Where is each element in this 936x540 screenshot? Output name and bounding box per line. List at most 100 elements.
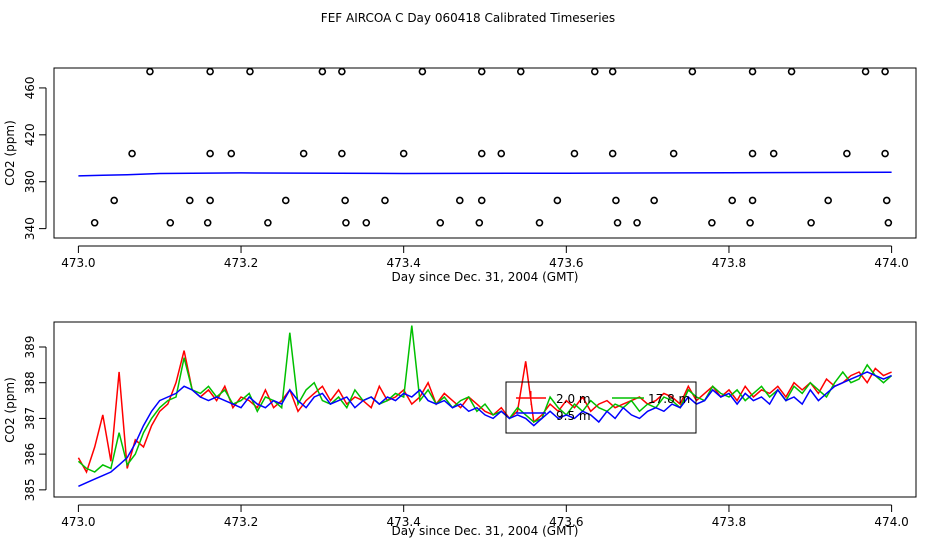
data-point-circle — [708, 218, 716, 227]
data-point-circle — [807, 218, 815, 227]
y-tick-label-bottom: 386 — [23, 443, 37, 466]
series-group-top — [78, 67, 893, 227]
x-tick-label-top: 474.0 — [874, 256, 908, 270]
x-tick-label-bottom: 473.8 — [712, 515, 746, 529]
data-point-circle — [477, 149, 486, 158]
data-point-circle — [612, 196, 620, 205]
x-tick-label-bottom: 473.6 — [549, 515, 583, 529]
legend-label-2m: 2.0 m — [556, 392, 591, 406]
x-tick-label-bottom: 474.0 — [874, 515, 908, 529]
data-point-circle — [590, 67, 599, 76]
data-point-circle — [206, 67, 214, 76]
plot-frame-bottom — [53, 321, 917, 498]
y-tick-label-bottom: 389 — [23, 336, 37, 359]
series-line-17-8-m-bottom — [77, 325, 893, 473]
data-point-circle — [553, 196, 562, 205]
data-point-circle — [338, 67, 346, 76]
y-axis-label-top: CO2 (ppm) — [3, 120, 17, 186]
data-point-circle — [399, 149, 408, 158]
data-point-circle — [535, 218, 544, 227]
data-point-circle — [475, 218, 484, 227]
data-point-circle — [455, 196, 464, 205]
data-point-circle — [882, 196, 891, 205]
data-point-circle — [206, 196, 214, 205]
x-tick-label-bottom: 473.4 — [386, 515, 420, 529]
x-tick-label-bottom: 473.2 — [224, 515, 258, 529]
data-point-circle — [824, 196, 832, 205]
data-point-circle — [477, 67, 486, 76]
y-tick-label-top: 380 — [23, 170, 37, 193]
data-point-circle — [884, 218, 893, 227]
data-point-circle — [227, 149, 236, 158]
y-axis-label-bottom: CO2 (ppm) — [3, 377, 17, 443]
data-point-circle — [608, 67, 617, 76]
data-point-circle — [497, 149, 506, 158]
data-point-circle — [608, 149, 617, 158]
data-point-circle — [650, 196, 658, 205]
data-point-circle — [688, 67, 697, 76]
y-tick-label-bottom: 387 — [23, 407, 37, 430]
x-tick-label-top: 473.4 — [386, 256, 420, 270]
y-tick-label-bottom: 388 — [23, 371, 37, 394]
data-point-circle — [748, 149, 757, 158]
data-point-circle — [746, 218, 754, 227]
data-point-circle — [381, 196, 389, 205]
y-tick-label-top: 460 — [23, 76, 37, 99]
scatter-panel-top: 473.0 473.2 473.4 473.6 473.8 474.0 340 380 420… — [3, 67, 917, 284]
legend-label-17m: 17.8 m — [648, 392, 690, 406]
x-axis-label-top: Day since Dec. 31, 2004 (GMT) — [392, 270, 579, 284]
data-point-circle — [342, 218, 350, 227]
series-group-bottom — [77, 325, 893, 487]
data-point-circle — [728, 196, 737, 205]
data-point-circle — [264, 218, 272, 227]
data-point-circle — [570, 149, 579, 158]
data-point-circle — [146, 67, 154, 76]
data-point-circle — [436, 218, 445, 227]
data-point-circle — [861, 67, 870, 76]
legend-box — [505, 381, 697, 434]
data-point-circle — [418, 67, 427, 76]
x-tick-label-top: 473.8 — [712, 256, 746, 270]
y-axis-top: 340 380 420 460 — [23, 76, 47, 240]
x-tick-label-bottom: 473.0 — [61, 515, 95, 529]
x-axis-label-bottom: Day since Dec. 31, 2004 (GMT) — [392, 524, 579, 538]
data-point-circle — [318, 67, 327, 76]
data-point-circle — [203, 218, 212, 227]
data-point-circle — [299, 149, 308, 158]
data-point-circle — [338, 149, 346, 158]
data-point-circle — [166, 218, 175, 227]
x-tick-label-top: 473.6 — [549, 256, 583, 270]
x-tick-label-top: 473.0 — [61, 256, 95, 270]
data-point-circle — [613, 218, 622, 227]
x-tick-label-top: 473.2 — [224, 256, 258, 270]
plot-frame-top — [53, 67, 917, 239]
data-point-circle — [281, 196, 290, 205]
data-point-circle — [206, 149, 214, 158]
data-point-circle — [362, 218, 371, 227]
data-point-circle — [477, 196, 486, 205]
data-point-circle — [633, 218, 641, 227]
data-point-circle — [246, 67, 254, 76]
y-tick-label-top: 340 — [23, 217, 37, 240]
data-point-circle — [341, 196, 349, 205]
data-point-circle — [186, 196, 194, 205]
x-axis-bottom: 473.0 473.2 473.4 473.6 473.8 474.0 — [61, 504, 909, 529]
data-point-circle — [881, 149, 889, 158]
data-point-circle — [669, 149, 678, 158]
y-tick-label-top: 420 — [23, 123, 37, 146]
data-point-circle — [128, 149, 136, 158]
data-point-circle — [881, 67, 889, 76]
legend-label-9m: 9.5 m — [556, 409, 591, 423]
data-point-circle — [110, 196, 118, 205]
legend: 2.0 m 17.8 m 9.5 m — [505, 381, 697, 434]
x-axis-top: 473.0 473.2 473.4 473.6 473.8 474.0 — [61, 245, 909, 270]
data-point-circle — [748, 196, 757, 205]
data-point-circle — [787, 67, 796, 76]
series-line-baseline-top — [78, 171, 892, 177]
y-tick-label-bottom: 385 — [23, 478, 37, 501]
series-line-9-5-m-bottom — [78, 371, 892, 487]
data-point-circle — [748, 67, 757, 76]
data-point-circle — [843, 149, 851, 158]
data-point-circle — [769, 149, 778, 158]
